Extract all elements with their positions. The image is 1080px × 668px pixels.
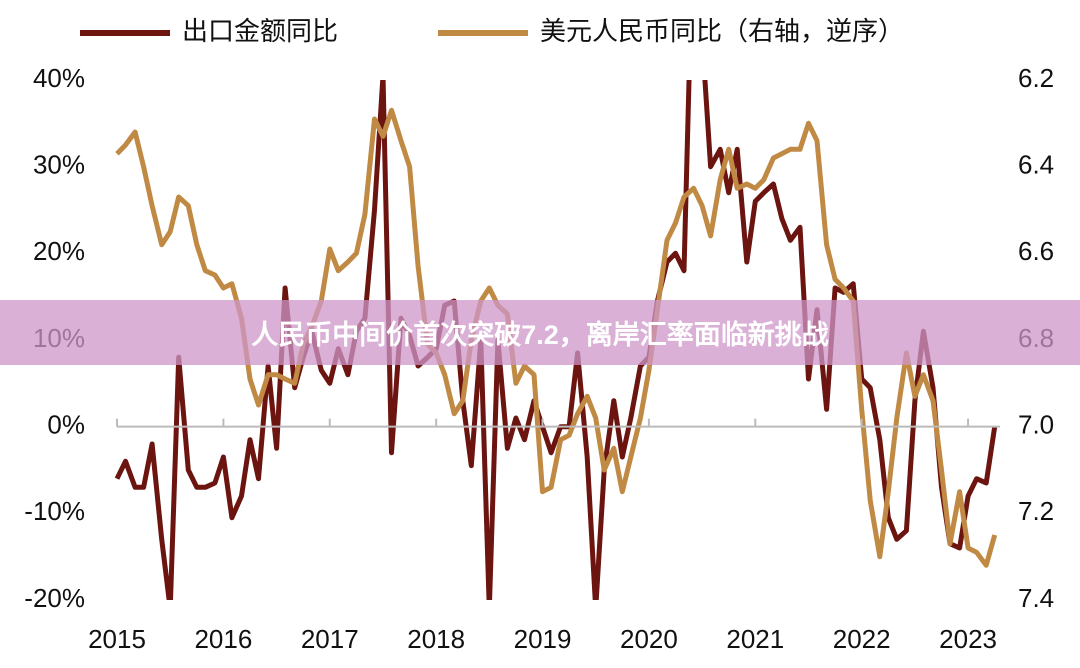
x-tick-label: 2015: [88, 624, 146, 654]
y-tick-label: -20%: [24, 583, 85, 613]
legend-label: 美元人民币同比（右轴，逆序）: [540, 16, 904, 46]
x-tick-label: 2020: [620, 624, 678, 654]
y2-tick-label: 7.0: [1018, 410, 1054, 440]
y2-tick-label: 6.2: [1018, 63, 1054, 93]
headline-banner: 人民币中间价首次突破7.2，离岸汇率面临新挑战: [0, 300, 1080, 365]
x-tick-label: 2022: [833, 624, 891, 654]
x-tick-label: 2023: [939, 624, 997, 654]
y2-tick-label: 7.4: [1018, 583, 1054, 613]
x-tick-label: 2019: [514, 624, 572, 654]
x-tick-label: 2018: [407, 624, 465, 654]
y-tick-label: -10%: [24, 496, 85, 526]
series-line: [115, 107, 998, 568]
x-tick-label: 2017: [301, 624, 359, 654]
legend-label: 出口金额同比: [182, 16, 338, 46]
y-tick-label: 40%: [33, 63, 85, 93]
x-tick-label: 2016: [194, 624, 252, 654]
y2-tick-label: 6.4: [1018, 150, 1054, 180]
x-tick-label: 2021: [726, 624, 784, 654]
series-line: [114, 80, 998, 600]
y-tick-label: 30%: [33, 150, 85, 180]
plot-area: [114, 80, 998, 600]
y-tick-label: 20%: [33, 236, 85, 266]
y-tick-label: 0%: [47, 410, 85, 440]
y2-tick-label: 7.2: [1018, 496, 1054, 526]
y2-tick-label: 6.6: [1018, 236, 1054, 266]
